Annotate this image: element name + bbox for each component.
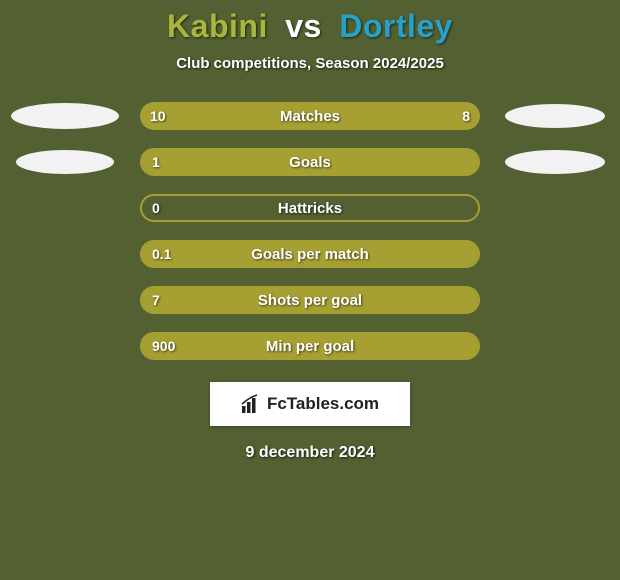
- title-player2: Dortley: [339, 8, 453, 44]
- bars-icon: [241, 394, 261, 414]
- stat-bar: 0Hattricks: [140, 194, 480, 222]
- stat-bar: 1Goals: [140, 148, 480, 176]
- title: Kabini vs Dortley: [167, 8, 453, 45]
- team-badge-left: [10, 286, 120, 314]
- footer-date: 9 december 2024: [246, 444, 375, 462]
- stat-label: Goals per match: [142, 246, 478, 263]
- title-vs: vs: [285, 8, 322, 44]
- stat-label: Hattricks: [142, 200, 478, 217]
- stat-row: 1Goals: [0, 148, 620, 176]
- infographic-container: Kabini vs Dortley Club competitions, Sea…: [0, 0, 620, 580]
- team-badge-right: [500, 194, 610, 222]
- stat-bar: 108Matches: [140, 102, 480, 130]
- team-badge-left: [10, 102, 120, 130]
- stat-rows: 108Matches 1Goals 0Hattricks 0.1Goals per m…: [0, 102, 620, 360]
- team-badge-left: [10, 194, 120, 222]
- stat-row: 0Hattricks: [0, 194, 620, 222]
- stat-row: 0.1Goals per match: [0, 240, 620, 268]
- team-badge-right: [500, 286, 610, 314]
- team-badge-left: [10, 332, 120, 360]
- footer-logo: FcTables.com: [210, 382, 410, 426]
- team-badge-right: [500, 332, 610, 360]
- footer-logo-text: FcTables.com: [267, 394, 379, 414]
- stat-label: Min per goal: [142, 338, 478, 355]
- team-badge-right: [500, 102, 610, 130]
- stat-label: Matches: [140, 108, 480, 125]
- stat-label: Goals: [142, 154, 478, 171]
- stat-bar: 900Min per goal: [140, 332, 480, 360]
- stat-row: 108Matches: [0, 102, 620, 130]
- team-badge-right: [500, 148, 610, 176]
- subtitle: Club competitions, Season 2024/2025: [176, 55, 444, 72]
- stat-bar: 0.1Goals per match: [140, 240, 480, 268]
- title-player1: Kabini: [167, 8, 268, 44]
- stat-label: Shots per goal: [142, 292, 478, 309]
- stat-bar: 7Shots per goal: [140, 286, 480, 314]
- team-badge-left: [10, 148, 120, 176]
- team-badge-right: [500, 240, 610, 268]
- team-badge-left: [10, 240, 120, 268]
- stat-row: 7Shots per goal: [0, 286, 620, 314]
- stat-row: 900Min per goal: [0, 332, 620, 360]
